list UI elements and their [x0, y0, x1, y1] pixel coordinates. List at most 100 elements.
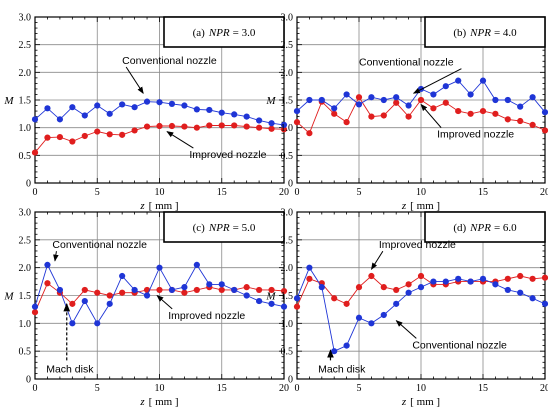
y-axis-label: M	[3, 291, 14, 303]
data-point	[81, 297, 88, 305]
x-tick-label: 10	[416, 187, 426, 198]
panel-label-box	[424, 211, 546, 243]
data-point	[119, 101, 126, 108]
y-tick-label: 1.5	[19, 291, 32, 302]
data-point	[81, 286, 88, 294]
conventional-series	[31, 261, 288, 327]
annotation: Improved nozzle	[420, 103, 514, 141]
data-point	[181, 289, 188, 296]
data-point	[368, 113, 375, 120]
annotation-arrow	[125, 66, 144, 94]
data-point	[417, 272, 425, 280]
data-point	[405, 289, 412, 296]
annotation-text: Improved nozzle	[379, 239, 456, 251]
panel-label: (a) NPR = 3.0	[193, 27, 256, 39]
data-point	[181, 123, 188, 130]
data-point	[168, 122, 176, 130]
data-point	[293, 119, 301, 126]
annotation: Mach disk	[46, 303, 94, 375]
annotation: Conventional nozzle	[359, 57, 462, 94]
x-axis-label: z[ mm ]	[401, 200, 440, 212]
annotation: Improved nozzle	[166, 131, 267, 161]
data-point	[467, 91, 474, 98]
panel-label-box	[163, 16, 285, 48]
y-tick-label: 2.0	[281, 263, 294, 274]
y-tick-label: 0.5	[281, 347, 294, 358]
data-point	[256, 124, 263, 131]
data-point	[143, 123, 151, 130]
data-point	[106, 300, 113, 307]
data-point	[442, 83, 449, 90]
data-point	[243, 284, 250, 291]
data-point	[355, 314, 363, 321]
x-tick-label: 5	[357, 187, 362, 198]
panel-label: (d) NPR = 6.0	[453, 222, 517, 234]
data-point	[479, 107, 487, 115]
data-point	[517, 289, 524, 296]
y-tick-label: 1.0	[281, 319, 294, 330]
y-tick-label: 2.5	[281, 235, 294, 246]
y-tick-label: 2.0	[19, 263, 32, 274]
y-axis-label: M	[265, 291, 276, 303]
data-point	[31, 149, 39, 156]
x-tick-label: 15	[217, 383, 227, 394]
data-point	[380, 112, 387, 119]
data-point	[504, 275, 511, 282]
data-point	[206, 281, 213, 288]
data-point	[131, 104, 138, 111]
x-tick-label: 5	[95, 383, 100, 394]
data-point	[280, 287, 288, 295]
x-tick-label: 15	[217, 187, 227, 198]
y-tick-label: 1.0	[19, 319, 32, 330]
data-point	[355, 94, 363, 101]
data-point	[467, 278, 474, 285]
data-point	[106, 110, 113, 117]
y-tick-label: 0	[288, 375, 293, 386]
data-point	[368, 272, 375, 280]
y-tick-label: 0.5	[281, 151, 294, 162]
data-point	[343, 342, 350, 349]
data-point	[492, 96, 499, 104]
data-point	[331, 105, 338, 112]
data-point	[306, 130, 313, 137]
data-point	[218, 286, 225, 294]
panel-label-box	[163, 211, 285, 243]
data-point	[355, 284, 363, 291]
data-point	[442, 278, 449, 285]
annotation-text: Conventional nozzle	[52, 239, 147, 251]
data-point	[131, 286, 138, 294]
data-point	[218, 122, 225, 129]
data-point	[44, 280, 51, 287]
y-tick-label: 1.5	[281, 96, 294, 107]
data-point	[243, 123, 250, 130]
y-tick-label: 1.0	[281, 123, 294, 134]
data-point	[231, 111, 238, 118]
x-tick-label: 10	[416, 383, 426, 394]
data-point	[168, 100, 176, 107]
y-tick-label: 2.0	[19, 68, 32, 79]
data-point	[156, 122, 163, 130]
data-point	[479, 275, 487, 282]
data-point	[81, 132, 88, 140]
data-point	[380, 284, 387, 291]
data-point	[181, 284, 188, 291]
data-point	[193, 124, 200, 131]
data-point	[94, 289, 101, 296]
data-point	[492, 281, 499, 288]
data-point	[268, 300, 275, 307]
data-point	[31, 116, 39, 123]
data-point	[44, 105, 51, 112]
x-tick-label: 0	[295, 383, 300, 394]
improved-series	[31, 122, 288, 156]
panel-label: (c) NPR = 5.0	[193, 222, 256, 234]
y-tick-label: 2.0	[281, 68, 294, 79]
data-point	[106, 131, 113, 138]
data-point	[94, 102, 101, 109]
y-axis-label: M	[3, 95, 14, 107]
annotation-arrow	[420, 103, 442, 128]
data-point	[306, 96, 313, 104]
data-point	[455, 275, 462, 282]
